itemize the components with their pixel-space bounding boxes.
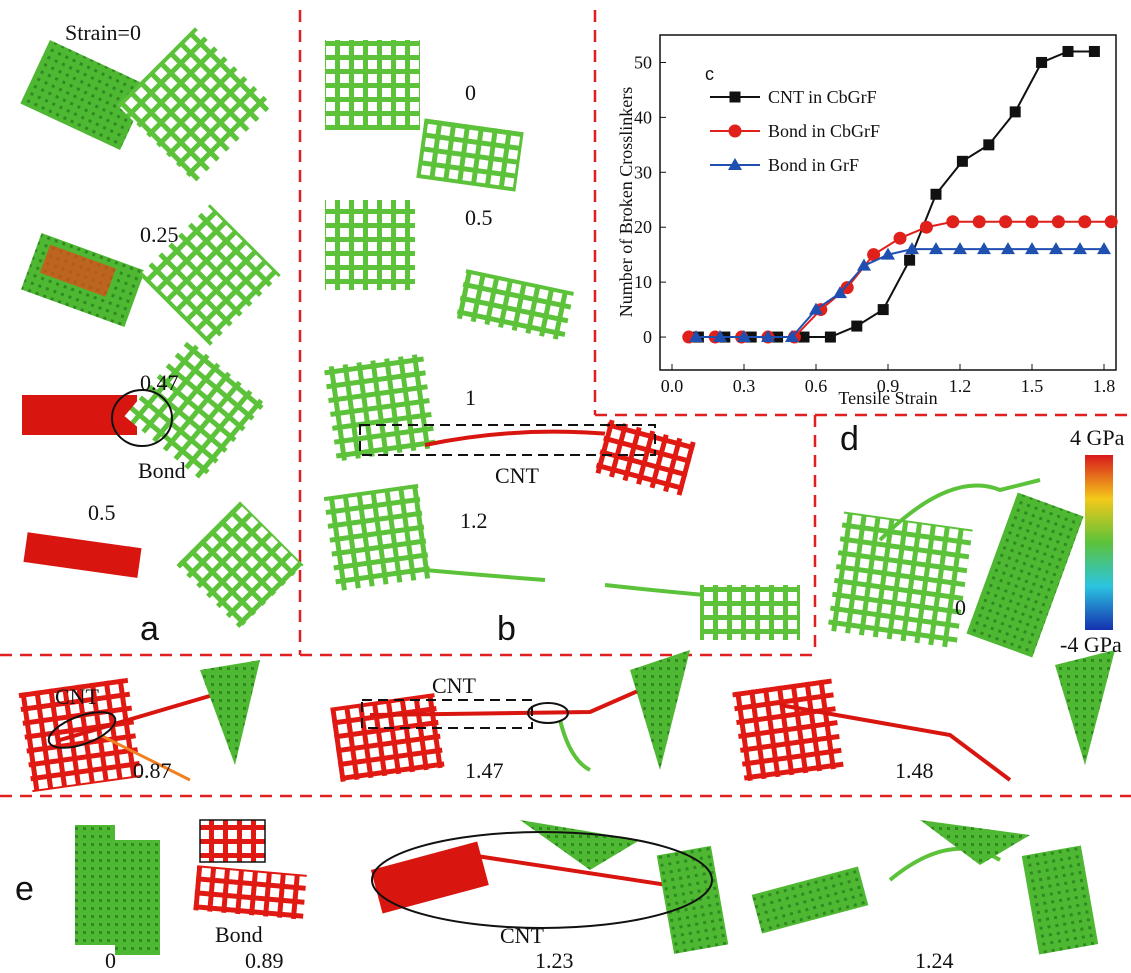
strain-label: 1.48: [895, 758, 934, 783]
series-line: [698, 51, 1094, 337]
panel-letter: d: [840, 420, 859, 458]
panel-letter: b: [497, 610, 516, 648]
series-line: [696, 249, 1104, 337]
bond-label: Bond: [215, 922, 263, 947]
cnt-label: CNT: [55, 684, 100, 709]
marker: [851, 321, 862, 332]
marker: [1052, 215, 1065, 228]
y-tick-label: 30: [634, 162, 652, 182]
marker: [1078, 215, 1091, 228]
marker: [1089, 46, 1100, 57]
strain-label: 1: [465, 385, 476, 410]
marker: [894, 232, 907, 245]
panel-letter: a: [140, 610, 159, 648]
strain-label: 1.23: [535, 948, 574, 973]
marker: [825, 332, 836, 343]
y-tick-label: 50: [634, 52, 652, 72]
strain-label: 0.25: [140, 222, 179, 247]
strain-label: 0.87: [133, 758, 172, 783]
strain-label: 0: [955, 595, 966, 620]
marker: [878, 304, 889, 315]
x-tick-label: 0.9: [877, 376, 900, 396]
marker: [931, 189, 942, 200]
marker: [1036, 57, 1047, 68]
marker: [973, 215, 986, 228]
marker: [957, 156, 968, 167]
strain-label: 0: [105, 948, 116, 973]
marker: [999, 215, 1012, 228]
marker: [983, 139, 994, 150]
panel-a-structures: [20, 27, 303, 628]
strain-label: 0.89: [245, 948, 284, 973]
marker: [920, 221, 933, 234]
strain-label: 0.5: [465, 205, 493, 230]
figure: Strain=0 0.25 0.47 Bond 0.5 a 0 0.5 1 CN…: [0, 0, 1131, 973]
strain-label: 1.47: [465, 758, 504, 783]
panel-letter: c: [705, 64, 714, 84]
page: {"chart_data": {"type": "line", "panel_l…: [0, 0, 1131, 973]
strain-label: 1.2: [460, 508, 488, 533]
legend-label: CNT in CbGrF: [768, 87, 877, 107]
strain-label: 0: [465, 80, 476, 105]
row-4-structures: [19, 650, 1115, 792]
colorbar: [1085, 455, 1113, 630]
bond-label: Bond: [138, 458, 186, 483]
panel-letter: e: [15, 870, 34, 908]
strain-label: 0.5: [88, 500, 116, 525]
colorbar-min: -4 GPa: [1060, 632, 1122, 657]
strain-label: 0.47: [140, 370, 179, 395]
colorbar-max: 4 GPa: [1070, 425, 1125, 450]
x-tick-label: 0.0: [661, 376, 684, 396]
legend-marker: [730, 92, 741, 103]
x-tick-label: 0.3: [733, 376, 756, 396]
cnt-label: CNT: [432, 673, 477, 698]
marker: [1063, 46, 1074, 57]
y-tick-label: 20: [634, 217, 652, 237]
strain-label: Strain=0: [65, 20, 141, 45]
legend-label: Bond in GrF: [768, 155, 859, 175]
plot-frame: [660, 35, 1116, 370]
marker: [1026, 215, 1039, 228]
legend-marker: [729, 125, 742, 138]
y-tick-label: 40: [634, 107, 652, 127]
marker: [1105, 215, 1118, 228]
y-tick-label: 0: [643, 327, 652, 347]
marker: [1010, 106, 1021, 117]
panel-d-structures: [827, 455, 1113, 657]
y-axis-title: Number of Broken Crosslinkers: [616, 87, 636, 317]
marker: [904, 255, 915, 266]
x-tick-label: 1.8: [1093, 376, 1116, 396]
chart: c Tensile Strain Number of Broken Crossl…: [616, 35, 1118, 408]
cnt-label: CNT: [495, 463, 540, 488]
x-tick-label: 0.6: [805, 376, 828, 396]
strain-label: 1.24: [915, 948, 954, 973]
legend-label: Bond in CbGrF: [768, 121, 880, 141]
marker: [946, 215, 959, 228]
x-tick-label: 1.2: [949, 376, 972, 396]
cnt-label: CNT: [500, 923, 545, 948]
y-tick-label: 10: [634, 272, 652, 292]
x-tick-label: 1.5: [1021, 376, 1044, 396]
